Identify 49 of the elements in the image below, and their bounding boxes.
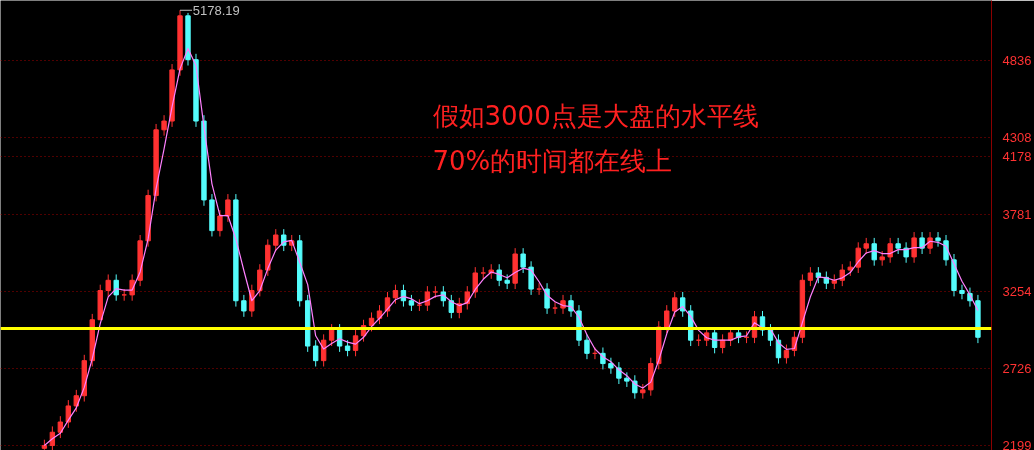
candlestick (807, 266, 814, 287)
candlestick (161, 114, 167, 137)
y-tick-label: 4178 (1002, 148, 1032, 164)
candlestick (312, 339, 319, 367)
candlestick (257, 263, 263, 297)
y-tick-label: 3781 (1002, 206, 1032, 222)
candlestick (105, 273, 111, 297)
candlestick (911, 231, 917, 264)
annotation: 70%的时间都在线上 (432, 145, 673, 176)
annotation: 假如3000点是大盘的水平线 (432, 100, 759, 131)
candlestick (448, 294, 455, 319)
candlestick (568, 294, 574, 318)
candlestick (927, 231, 933, 255)
candlestick (520, 247, 526, 274)
candlestick (664, 304, 670, 334)
annotation: 5178.19 (192, 2, 240, 18)
candlestick (608, 357, 614, 375)
candlestick (895, 237, 901, 255)
candlestick (225, 193, 231, 223)
candlestick (672, 291, 678, 318)
y-tick-label: 2726 (1002, 361, 1032, 377)
candlestick (871, 237, 877, 267)
candlestick (57, 415, 64, 439)
candlestick (496, 263, 502, 287)
y-tick-label: 4836 (1002, 52, 1032, 68)
candlestick (528, 260, 534, 296)
candlestick (616, 361, 622, 385)
candlestick (544, 282, 550, 315)
candlestick (217, 209, 223, 237)
candlestick (959, 284, 965, 300)
y-tick-label: 3254 (1002, 283, 1032, 299)
candlestick (919, 231, 925, 255)
candlestick (935, 231, 941, 248)
candlestick (624, 371, 630, 388)
candlestick (783, 344, 790, 365)
candlestick (584, 333, 590, 360)
y-tick-label: 2199 (1002, 438, 1032, 450)
y-tick-label: 4308 (1002, 129, 1032, 145)
candlestick (424, 285, 431, 312)
line-series (43, 47, 979, 447)
candlestick (392, 284, 399, 305)
candlestick (65, 399, 72, 429)
candlestick (887, 237, 893, 264)
candlestick (680, 291, 686, 318)
candlestick (855, 241, 861, 274)
candlestick (113, 273, 119, 302)
candlestick (241, 294, 247, 318)
candlestick (903, 241, 909, 264)
candlestick (472, 266, 478, 299)
